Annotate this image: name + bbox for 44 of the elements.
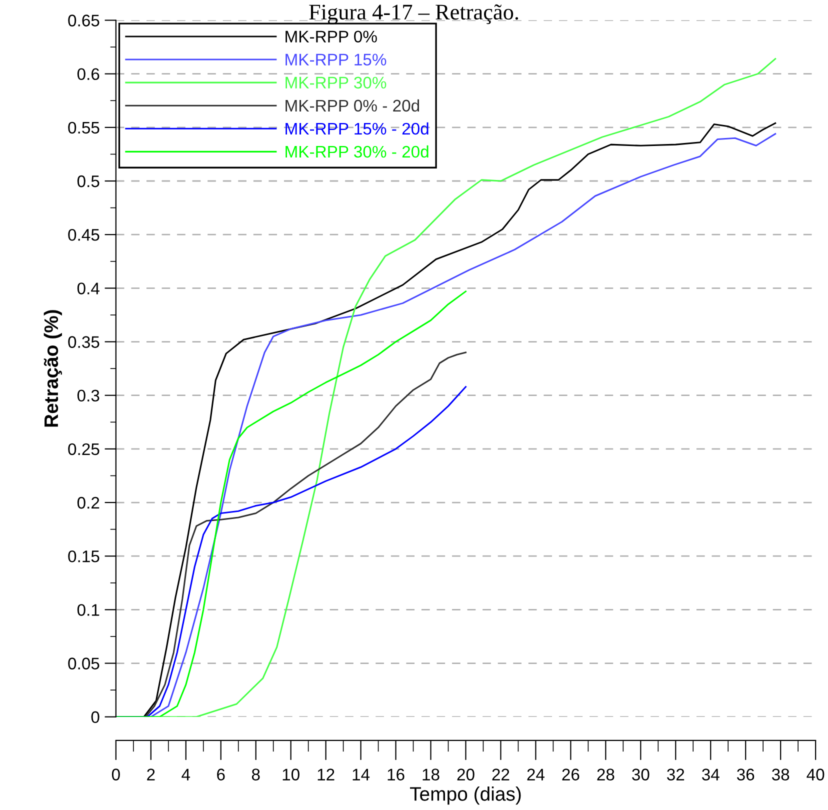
- y-tick-label: 0.55: [68, 122, 100, 134]
- y-tick-label: 0.05: [68, 658, 100, 670]
- y-tick-label: 0.25: [68, 443, 100, 456]
- x-tick-label: 2: [147, 768, 155, 780]
- y-tick-label: 0.2: [77, 496, 100, 509]
- x-tick-label: 32: [667, 768, 684, 780]
- x-tick-label: 36: [736, 768, 754, 780]
- x-tick-label: 0: [112, 768, 120, 780]
- y-tick-label: 0.65: [68, 14, 100, 26]
- x-tick-label: 28: [597, 768, 614, 780]
- y-tick-label: 0.4: [77, 282, 100, 294]
- x-tick-label: 18: [422, 768, 440, 780]
- text: MK-RPP 15%: [286, 54, 386, 66]
- x-tick-label: 20: [457, 768, 474, 780]
- text: MK-RPP 30% - 20d: [286, 145, 428, 158]
- x-tick-label: 26: [562, 768, 580, 780]
- x-tick-label: 22: [492, 768, 510, 780]
- y-tick-label: 0.5: [77, 175, 100, 188]
- x-tick-label: 10: [282, 768, 300, 780]
- text: MK-RPP 0% - 20d: [286, 99, 420, 112]
- x-tick-label: 12: [318, 768, 334, 780]
- text: MK-RPP 30%: [286, 76, 386, 89]
- x-axis-title: Tempo (dias): [410, 786, 521, 805]
- y-tick-label: 0.1: [77, 604, 100, 616]
- y-axis-title: Retração (%): [44, 310, 62, 427]
- x-tick-label: 6: [217, 768, 225, 780]
- y-tick-label: 0.3: [77, 390, 100, 402]
- chart-title: Figura 4-17 – Retração.: [309, 4, 518, 24]
- text: MK-RPP 0%: [286, 30, 377, 42]
- x-tick-label: 38: [772, 768, 790, 780]
- y-tick-label: 0.35: [68, 336, 100, 348]
- y-tick-label: 0: [91, 711, 100, 724]
- y-tick-label: 0.15: [68, 550, 100, 562]
- x-tick-label: 8: [252, 768, 260, 780]
- x-tick-label: 24: [527, 768, 544, 780]
- x-tick-label: 34: [702, 768, 720, 780]
- x-tick-label: 16: [388, 768, 404, 780]
- x-tick-label: 4: [182, 768, 190, 780]
- text: MK-RPP 15% - 20d: [286, 122, 428, 135]
- x-tick-label: 40: [806, 768, 824, 780]
- x-tick-label: 14: [352, 768, 370, 780]
- y-tick-label: 0.45: [68, 228, 100, 241]
- x-tick-label: 30: [632, 768, 650, 780]
- y-tick-label: 0.6: [77, 68, 100, 80]
